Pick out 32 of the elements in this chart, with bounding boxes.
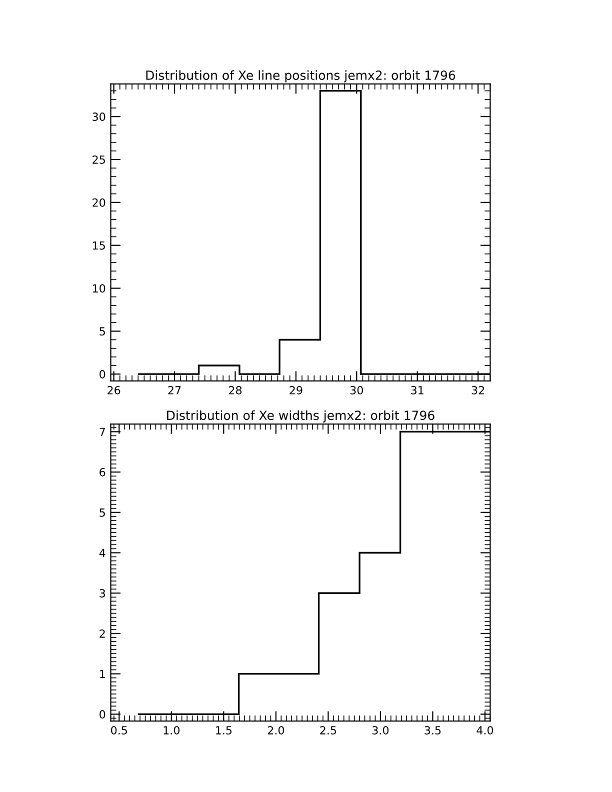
y-tick-label: 0 xyxy=(100,710,106,719)
y-tick-label: 20 xyxy=(92,198,106,207)
x-tick-label: 26 xyxy=(108,386,120,394)
x-tick-label: 3.0 xyxy=(372,726,389,734)
y-tick-label: 10 xyxy=(92,284,106,293)
x-tick-label: 28 xyxy=(228,386,242,394)
x-tick-label: 2.0 xyxy=(268,726,284,734)
x-tick-label: 31 xyxy=(411,386,424,394)
y-tick-label: 5 xyxy=(100,327,105,336)
y-tick-label: 25 xyxy=(92,155,105,164)
y-tick-label: 5 xyxy=(100,508,105,517)
x-tick-label: 1.0 xyxy=(164,726,180,734)
y-tick-label: 2 xyxy=(100,629,105,638)
x-tick-label: 30 xyxy=(350,386,363,394)
y-tick-label: 30 xyxy=(92,112,106,121)
x-tick-label: 1.5 xyxy=(216,726,232,734)
y-tick-label: 0 xyxy=(100,370,106,378)
y-tick-label: 6 xyxy=(100,468,106,476)
chart-title: Distribution of Xe line positions jemx2: orbit 1796 xyxy=(146,70,456,82)
y-tick-label: 15 xyxy=(92,241,105,250)
y-tick-label: 7 xyxy=(100,428,105,436)
x-tick-label: 4.0 xyxy=(476,726,494,734)
y-tick-label: 4 xyxy=(99,548,106,557)
x-tick-label: 29 xyxy=(290,386,302,394)
x-tick-label: 0.5 xyxy=(111,726,127,734)
y-tick-label: 3 xyxy=(100,589,106,598)
x-tick-label: 3.5 xyxy=(424,726,441,734)
x-tick-label: 27 xyxy=(168,386,181,394)
x-tick-label: 2.5 xyxy=(320,726,336,734)
chart-title: Distribution of Xe widths jemx2: orbit 1796 xyxy=(167,410,434,422)
x-tick-label: 32 xyxy=(472,386,484,394)
y-tick-label: 1 xyxy=(100,670,105,678)
